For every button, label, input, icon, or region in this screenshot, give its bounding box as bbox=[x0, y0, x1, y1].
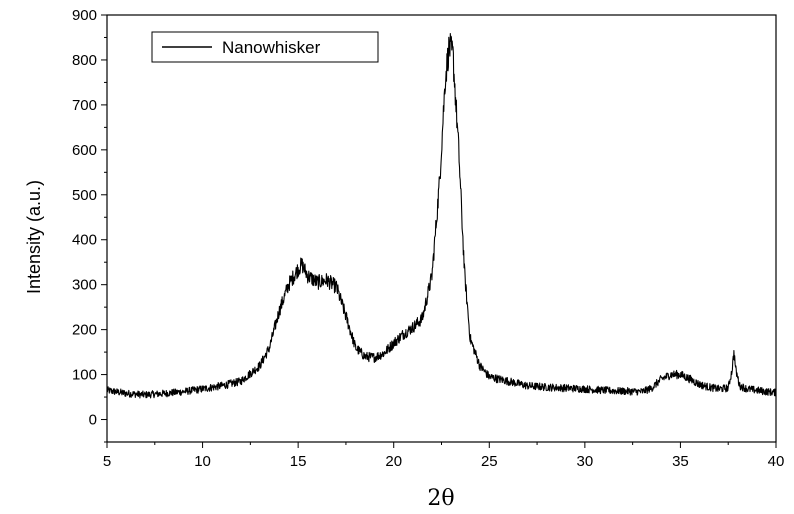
x-tick-label: 25 bbox=[481, 453, 498, 470]
y-tick-label: 900 bbox=[72, 7, 97, 24]
y-tick-label: 300 bbox=[72, 277, 97, 294]
y-tick-label: 500 bbox=[72, 187, 97, 204]
axis-ticks bbox=[101, 14, 777, 448]
x-tick-label: 40 bbox=[768, 453, 785, 470]
x-tick-label: 10 bbox=[194, 453, 211, 470]
y-axis-title: Intensity (a.u.) bbox=[24, 180, 44, 294]
plot-frame bbox=[106, 14, 777, 443]
y-tick-label: 400 bbox=[72, 232, 97, 249]
series-line-nanowhisker bbox=[106, 33, 777, 399]
plot-area bbox=[106, 33, 777, 399]
x-tick-label: 35 bbox=[672, 453, 689, 470]
legend-label: Nanowhisker bbox=[222, 38, 321, 57]
x-tick-label: 30 bbox=[577, 453, 594, 470]
y-tick-label: 700 bbox=[72, 97, 97, 114]
tick-labels: 5 10 15 20 25 30 35 400100200300400500600700800… bbox=[72, 7, 784, 470]
x-tick-label: 15 bbox=[290, 453, 307, 470]
x-axis-title: 2θ bbox=[427, 486, 454, 511]
x-tick-label: 5 bbox=[103, 453, 111, 470]
y-tick-label: 600 bbox=[72, 142, 97, 159]
y-tick-label: 100 bbox=[72, 367, 97, 384]
legend: Nanowhisker bbox=[151, 31, 379, 63]
y-tick-label: 200 bbox=[72, 322, 97, 339]
y-tick-label: 800 bbox=[72, 52, 97, 69]
y-tick-label: 0 bbox=[89, 412, 97, 429]
x-tick-label: 20 bbox=[385, 453, 402, 470]
